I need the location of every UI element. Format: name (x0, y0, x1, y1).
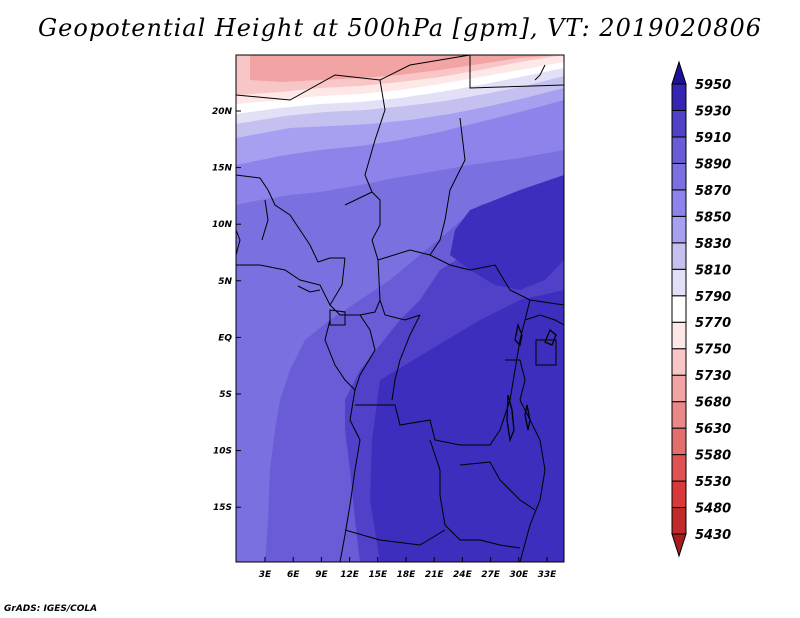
colorbar: 5430 5480 5530 5580 5630 5680 5730 5750 5770 5790… (671, 60, 731, 558)
colorbar-segment (671, 268, 687, 297)
colorbar-label: 5790 (695, 290, 731, 305)
field-5630 (250, 55, 560, 82)
colorbar-segment (671, 162, 687, 191)
lon-tick-label: 21E (425, 570, 445, 580)
lat-tick-label: 10N (212, 220, 233, 230)
colorbar-segment (671, 321, 687, 350)
lat-tick-label: 5S (219, 390, 232, 400)
colorbar-label: 5750 (695, 343, 731, 358)
lon-tick-label: 12E (340, 570, 360, 580)
colorbar-label: 5830 (695, 237, 731, 252)
colorbar-segment (671, 215, 687, 244)
colorbar-segment (671, 348, 687, 376)
colorbar-label: 5580 (695, 449, 731, 464)
colorbar-segment (671, 189, 687, 217)
colorbar-segment (671, 374, 687, 403)
colorbar-label: 5530 (695, 475, 731, 490)
field-5890-east (450, 175, 564, 290)
lat-tick-label: EQ (218, 333, 232, 343)
lon-tick-label: 27E (481, 570, 501, 580)
colorbar-max-triangle (671, 60, 687, 85)
colorbar-segment (671, 454, 687, 482)
colorbar-segment (671, 401, 687, 429)
lon-tick-label: 9E (315, 570, 328, 580)
colorbar-label: 5910 (695, 131, 731, 146)
colorbar-label: 5770 (695, 316, 731, 331)
colorbar-label: 5890 (695, 157, 731, 172)
colorbar-segment (671, 109, 687, 138)
colorbar-label: 5480 (695, 502, 731, 517)
colorbar-segment (671, 83, 687, 111)
lakes (506, 322, 557, 443)
lon-tick-label: 3E (259, 570, 272, 580)
field-5890-south (370, 290, 564, 562)
colorbar-label: 5870 (695, 184, 731, 199)
colorbar-segment (671, 295, 687, 323)
colorbar-segment (671, 427, 687, 456)
colorbar-segment (671, 507, 687, 535)
geopotential-height-field (236, 55, 564, 562)
lat-tick-label: 10S (213, 447, 232, 457)
colorbar-label: 5950 (695, 78, 731, 93)
chart-title: Geopotential Height at 500hPa [gpm], VT:… (38, 14, 762, 42)
colorbar-min-triangle (671, 533, 687, 558)
lat-tick-label: 15N (212, 164, 233, 174)
colorbar-label: 5850 (695, 210, 731, 225)
colorbar-label: 5630 (695, 422, 731, 437)
colorbar-label: 5810 (695, 263, 731, 278)
lon-tick-label: 6E (287, 570, 300, 580)
lon-tick-label: 15E (368, 570, 388, 580)
longitude-axis: 3E 6E 9E 12E 15E 18E 21E 24E 27E 30E 33E (259, 557, 557, 580)
credit-text: GrADS: IGES/COLA (4, 604, 98, 614)
lat-tick-label: 15S (213, 503, 232, 513)
colorbar-label: 5680 (695, 396, 731, 411)
lon-tick-label: 24E (453, 570, 473, 580)
colorbar-label: 5430 (695, 528, 731, 543)
lon-tick-label: 30E (509, 570, 529, 580)
country-borders (236, 55, 564, 562)
latitude-axis: 20N 15N 10N 5N EQ 5S 10S 15S (212, 107, 241, 513)
lon-tick-label: 33E (538, 570, 558, 580)
lat-tick-label: 20N (212, 107, 233, 117)
lat-tick-label: 5N (218, 277, 232, 287)
colorbar-label: 5930 (695, 104, 731, 119)
colorbar-segment (671, 242, 687, 270)
colorbar-segment (671, 480, 687, 509)
map-frame (235, 54, 565, 563)
colorbar-segment (671, 136, 687, 164)
lon-tick-label: 18E (397, 570, 417, 580)
colorbar-label: 5730 (695, 369, 731, 384)
